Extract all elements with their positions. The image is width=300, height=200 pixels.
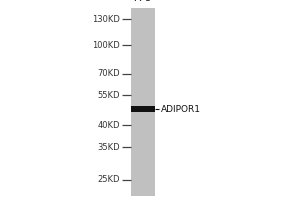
Bar	[130, 8, 154, 196]
Text: 35KD: 35KD	[98, 142, 120, 152]
Text: ADIPOR1: ADIPOR1	[160, 104, 200, 114]
Text: 40KD: 40KD	[98, 120, 120, 130]
Text: 70KD: 70KD	[98, 70, 120, 78]
Text: Y79: Y79	[132, 0, 153, 3]
Text: 25KD: 25KD	[98, 176, 120, 184]
Text: 100KD: 100KD	[92, 40, 120, 49]
Text: 130KD: 130KD	[92, 15, 120, 23]
Bar	[130, 106, 154, 112]
Text: 55KD: 55KD	[98, 90, 120, 99]
